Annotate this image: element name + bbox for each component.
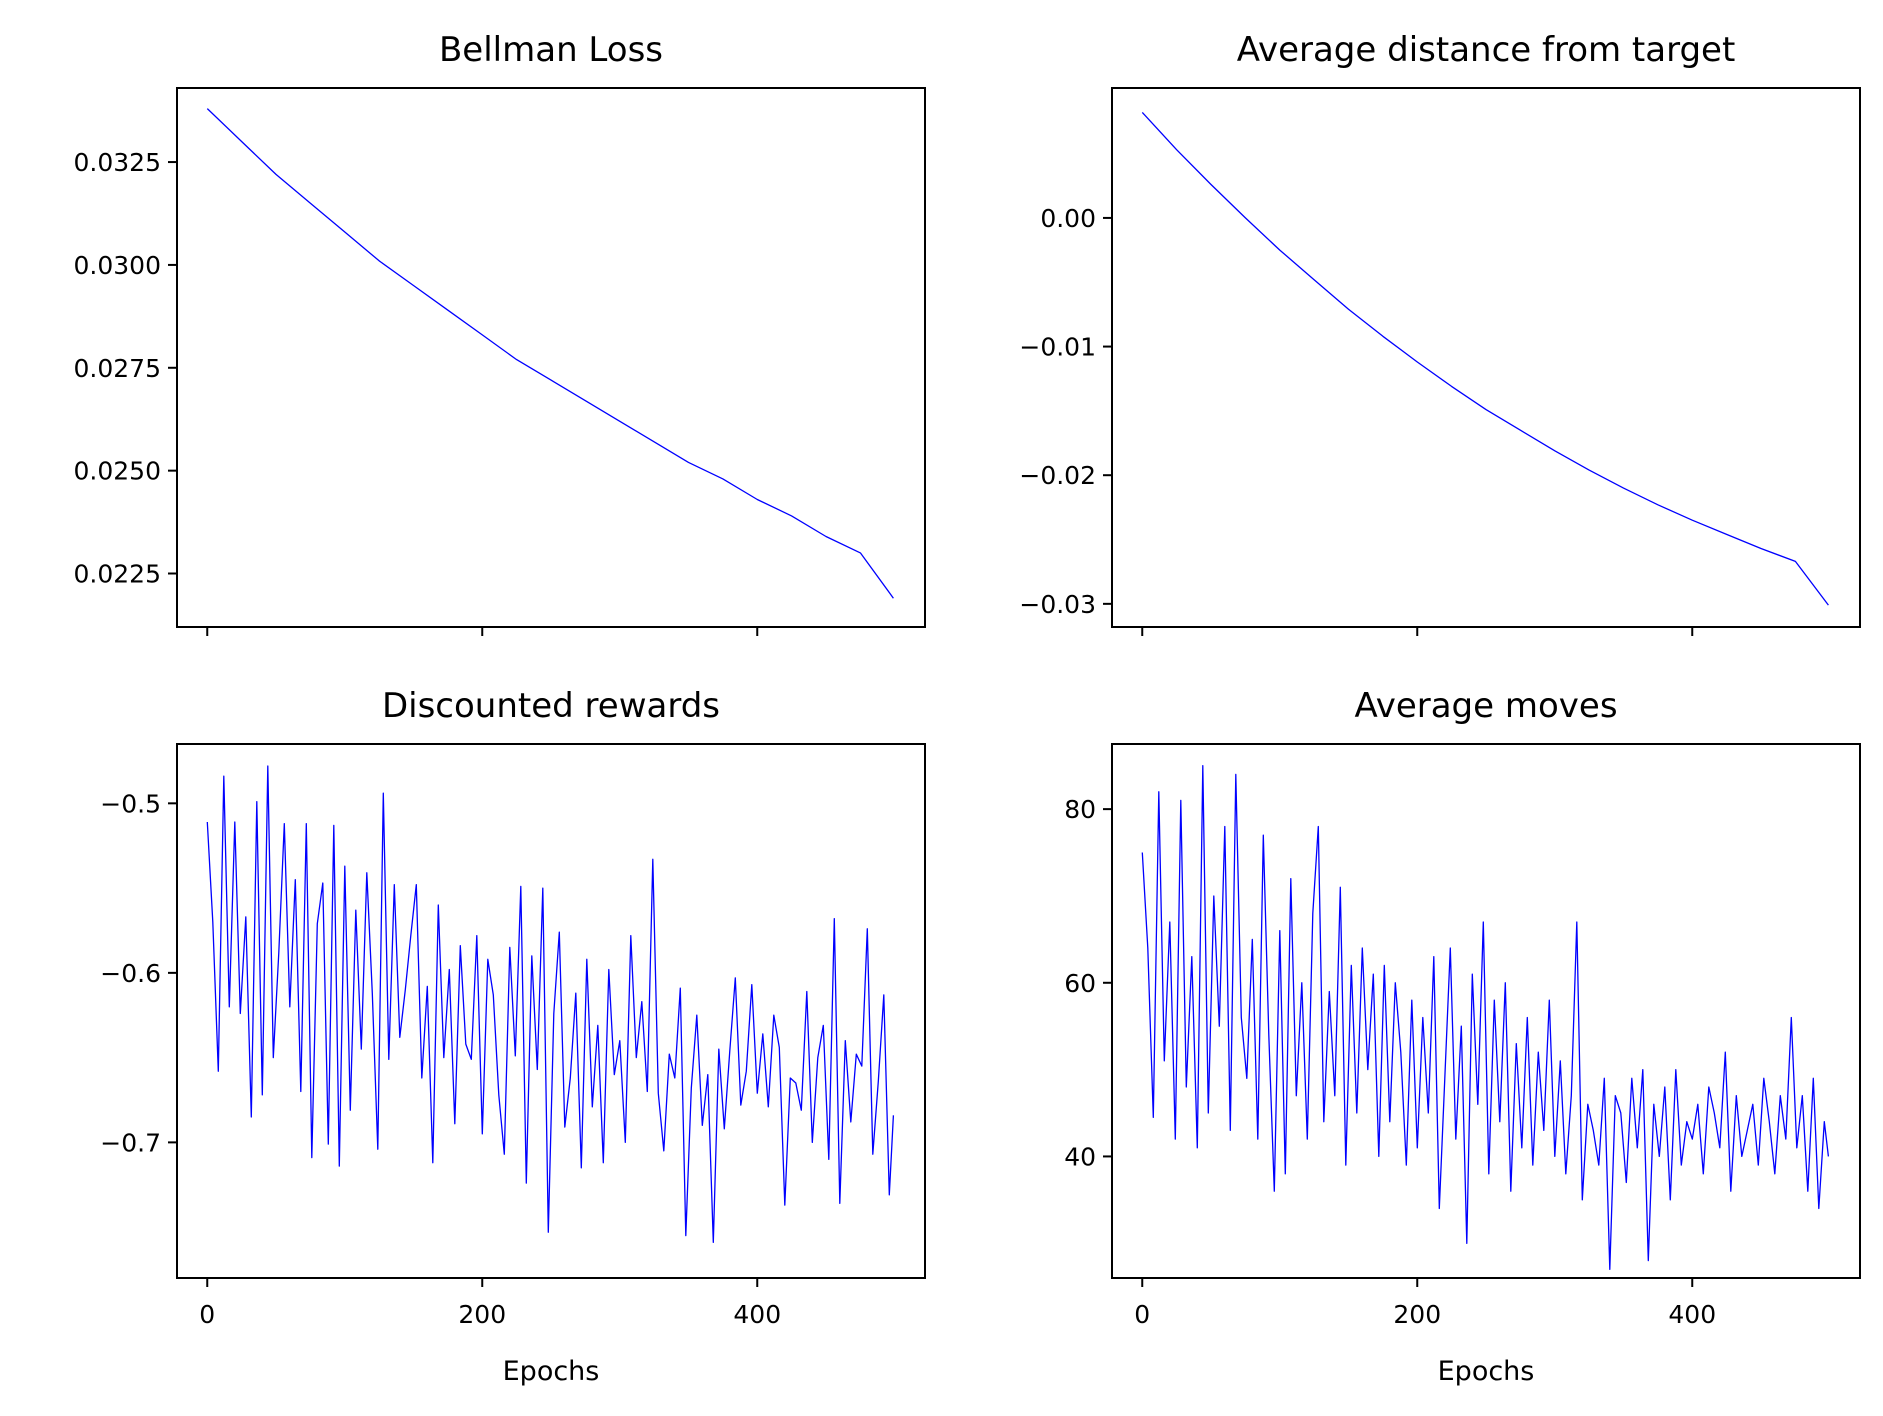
y-tick-label: −0.7 [100,1128,161,1157]
y-tick-label: 40 [1064,1142,1096,1171]
chart-title: Average moves [1354,686,1617,726]
x-tick-label: 0 [1134,1300,1150,1329]
x-tick-label: 400 [733,1300,781,1329]
axes-frame [176,743,926,1279]
x-tick-label: 200 [1393,1300,1441,1329]
y-tick-label: 0.0325 [74,148,161,177]
series-line [206,108,894,599]
axes-frame [1111,87,1861,628]
x-axis-label: Epochs [1438,1356,1535,1387]
chart-panel: Average distance from target −0.03 −0.02 −0… [1019,30,1861,636]
y-tick-label: 0.0300 [74,251,161,280]
chart-panel: Bellman Loss 0.0225 0.0250 0.0275 0.0300 0.03… [74,30,926,636]
x-tick-label: 0 [199,1300,215,1329]
y-tick-label: −0.6 [100,959,161,988]
y-tick-label: −0.5 [100,789,161,818]
y-tick-label: −0.02 [1019,461,1096,490]
chart-panel: Average moves 40 60 80 0 200 400 Epochs [1064,686,1861,1387]
chart-title: Bellman Loss [439,30,663,70]
y-tick-label: 80 [1064,795,1096,824]
y-tick-label: −0.03 [1019,590,1096,619]
x-tick-label: 200 [458,1300,506,1329]
series-line [206,765,895,1244]
x-axis-label: Epochs [503,1356,600,1387]
axes-frame [176,87,926,628]
chart-panel: Discounted rewards −0.7 −0.6 −0.5 0 200 400 Epo… [100,686,926,1387]
y-tick-label: 0.0250 [74,457,161,486]
y-tick-label: 0.0275 [74,354,161,383]
y-tick-label: 0.0225 [74,560,161,589]
axes-frame [1111,743,1861,1279]
y-tick-label: 0.00 [1040,204,1096,233]
y-tick-label: 60 [1064,969,1096,998]
series-line [1141,111,1829,606]
chart-title: Discounted rewards [382,686,720,726]
x-tick-label: 400 [1668,1300,1716,1329]
series-line [1141,765,1830,1270]
y-tick-label: −0.01 [1019,333,1096,362]
chart-title: Average distance from target [1237,30,1736,70]
